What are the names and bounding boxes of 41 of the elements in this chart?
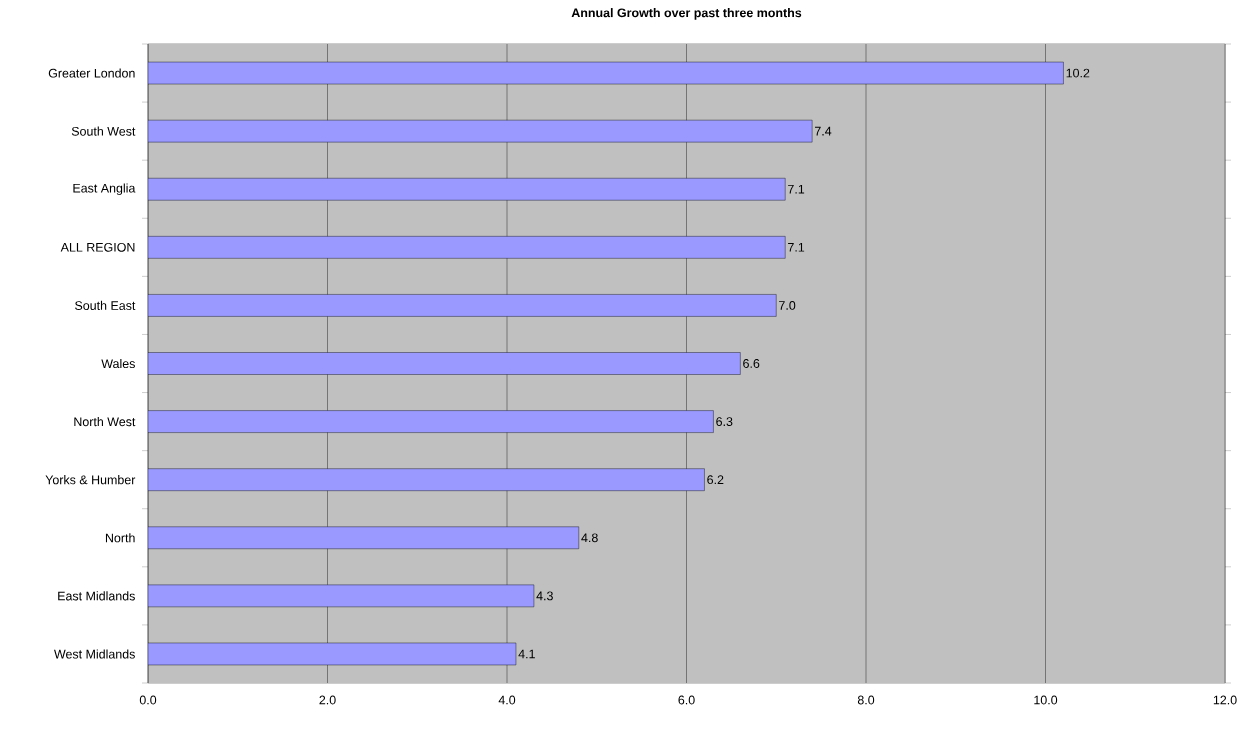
- bar: [148, 410, 714, 433]
- y-tick-label: Greater London: [48, 68, 135, 78]
- data-label: 6.6: [743, 359, 760, 368]
- x-tick-label: 12.0: [1213, 695, 1237, 705]
- y-tick-label: East Anglia: [73, 183, 136, 196]
- data-label: 6.2: [707, 475, 724, 485]
- data-label: 7.4: [815, 126, 832, 136]
- data-label: 4.3: [536, 591, 553, 601]
- x-tick-label: 10.0: [1034, 695, 1058, 705]
- x-tick-label: 2.0: [319, 695, 336, 705]
- data-label: 4.8: [581, 533, 598, 543]
- bar: [148, 178, 786, 201]
- chart-title: Annual Growth over past three months: [571, 8, 802, 20]
- bar: [148, 294, 777, 317]
- bar: [148, 584, 535, 608]
- y-tick-label: South West: [71, 126, 136, 136]
- bar: [148, 352, 741, 375]
- bar: [148, 526, 579, 549]
- data-label: 10.2: [1066, 68, 1090, 78]
- y-tick-label: Wales: [101, 358, 135, 369]
- x-tick-label: 4.0: [498, 695, 516, 705]
- bar: [148, 468, 705, 491]
- data-label: 7.1: [788, 184, 805, 194]
- y-tick-label: South East: [75, 300, 136, 310]
- bar: [148, 119, 813, 143]
- y-tick-label: East Midlands: [58, 591, 135, 601]
- y-tick-label: ALL REGION: [60, 242, 135, 252]
- data-label: 7.0: [779, 301, 796, 310]
- data-label: 4.1: [518, 649, 535, 659]
- y-tick-label: West Midlands: [54, 649, 135, 659]
- bar: [148, 61, 1064, 85]
- bar: [148, 642, 517, 666]
- y-tick-label: North West: [74, 417, 136, 427]
- data-label: 6.3: [716, 417, 733, 427]
- x-tick-label: 8.0: [857, 695, 875, 705]
- y-tick-label: North: [105, 533, 135, 543]
- data-label: 7.1: [788, 243, 805, 252]
- x-tick-label: 6.0: [678, 695, 695, 705]
- bar: [148, 236, 786, 259]
- x-tick-label: 0.0: [139, 695, 157, 705]
- y-tick-label: Yorks & Humber: [45, 475, 136, 485]
